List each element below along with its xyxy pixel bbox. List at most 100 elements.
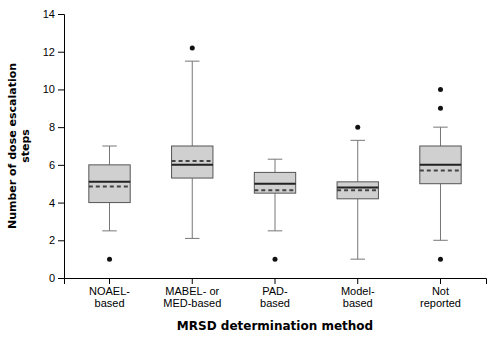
y-tick-mark [58,203,64,204]
y-tick-mark [58,127,64,128]
median-line [172,164,213,166]
box [337,182,378,199]
mean-line [337,189,378,191]
upper-whisker [109,146,110,165]
x-tick-label: Model-based [341,285,375,310]
y-axis-title-line: steps [19,129,32,163]
x-tick-label-line: based [343,297,373,309]
x-tick-label-line: NOAEL- [89,285,130,297]
y-tick-label: 14 [43,8,55,20]
y-tick: 10 [43,83,64,95]
x-tick-label: Notreported [420,285,461,310]
upper-whisker [275,159,276,172]
y-tick: 2 [49,234,64,246]
x-tick-label: MABEL- orMED-based [163,285,221,310]
box [254,172,295,193]
y-tick-label: 10 [43,83,55,95]
y-tick-mark [58,165,64,166]
y-tick-mark [58,14,64,15]
x-tick-mark [357,278,358,284]
median-line [89,181,130,183]
flier [438,87,443,92]
flier [190,45,195,50]
x-tick-label-line: Model- [341,285,375,297]
x-tick-label-line: Not [432,285,449,297]
mean-line [172,160,213,162]
mean-line [254,189,295,191]
median-line [254,183,295,185]
upper-cap [433,127,447,128]
x-tick-label: NOAEL-based [89,285,130,310]
y-tick: 8 [49,121,64,133]
x-tick-label-line: based [260,297,290,309]
upper-cap [102,146,116,147]
y-tick-mark [58,52,64,53]
x-tick-label-line: based [95,297,125,309]
y-axis-line [58,15,65,279]
box [89,165,130,203]
median-line [337,186,378,188]
mean-line [89,186,130,188]
y-tick: 12 [43,46,64,58]
lower-cap [351,259,365,260]
upper-whisker [192,61,193,146]
lower-cap [268,230,282,231]
x-tick-label: PAD-based [260,285,290,310]
y-tick-mark [58,89,64,90]
x-tick-label-line: MABEL- or [165,285,219,297]
upper-whisker [440,127,441,146]
x-tick: Model-based [341,278,375,309]
y-axis-title: Number of dose escalationsteps [6,63,32,229]
median-line [420,164,461,166]
box-group [254,159,295,261]
y-tick: 6 [49,159,64,171]
y-tick: 0 [49,272,64,284]
box-group [89,146,130,262]
x-tick-mark [192,278,193,284]
x-tick: Notreported [420,278,461,309]
y-tick-label: 4 [49,197,55,209]
lower-cap [102,230,116,231]
lower-whisker [357,199,358,259]
box-group [420,87,461,262]
lower-whisker [440,184,441,241]
x-tick-mark [440,278,441,284]
flier [438,106,443,111]
box-group [337,125,378,260]
y-tick-label: 12 [43,46,55,58]
y-tick-mark [58,278,64,279]
lower-cap [185,238,199,239]
x-tick-mark [275,278,276,284]
y-tick: 4 [49,197,64,209]
upper-cap [185,61,199,62]
x-axis-title: MRSD determination method [177,319,373,333]
lower-whisker [192,178,193,238]
x-axis: NOAEL-based MABEL- orMED-based PAD-based Mo… [65,278,487,309]
box-group [172,45,213,238]
upper-whisker [357,140,358,181]
mean-line [420,170,461,172]
y-tick-label: 0 [49,272,55,284]
upper-cap [351,140,365,141]
flier [273,257,278,262]
y-axis-title-line: Number of dose escalation [6,63,19,229]
y-tick-label: 8 [49,121,55,133]
flier [438,257,443,262]
x-tick: NOAEL-based [89,278,130,309]
plot: 0 2 4 6 8 10 12 14 NOAEL-based MABEL- orMED-based… [43,8,487,333]
y-axis: 0 2 4 6 8 10 12 14 [43,8,65,284]
x-tick: PAD-based [260,278,290,309]
box [420,146,461,184]
y-tick: 14 [43,8,64,20]
x-axis-line [65,279,487,285]
x-tick-label-line: MED-based [163,297,221,309]
y-tick-label: 6 [49,159,55,171]
lower-whisker [275,193,276,231]
marks [89,45,461,261]
chart: 0 2 4 6 8 10 12 14 NOAEL-based MABEL- orMED-based… [0,0,500,340]
x-tick-label-line: reported [420,297,461,309]
box [172,146,213,178]
flier [107,257,112,262]
upper-cap [268,159,282,160]
lower-cap [433,240,447,241]
